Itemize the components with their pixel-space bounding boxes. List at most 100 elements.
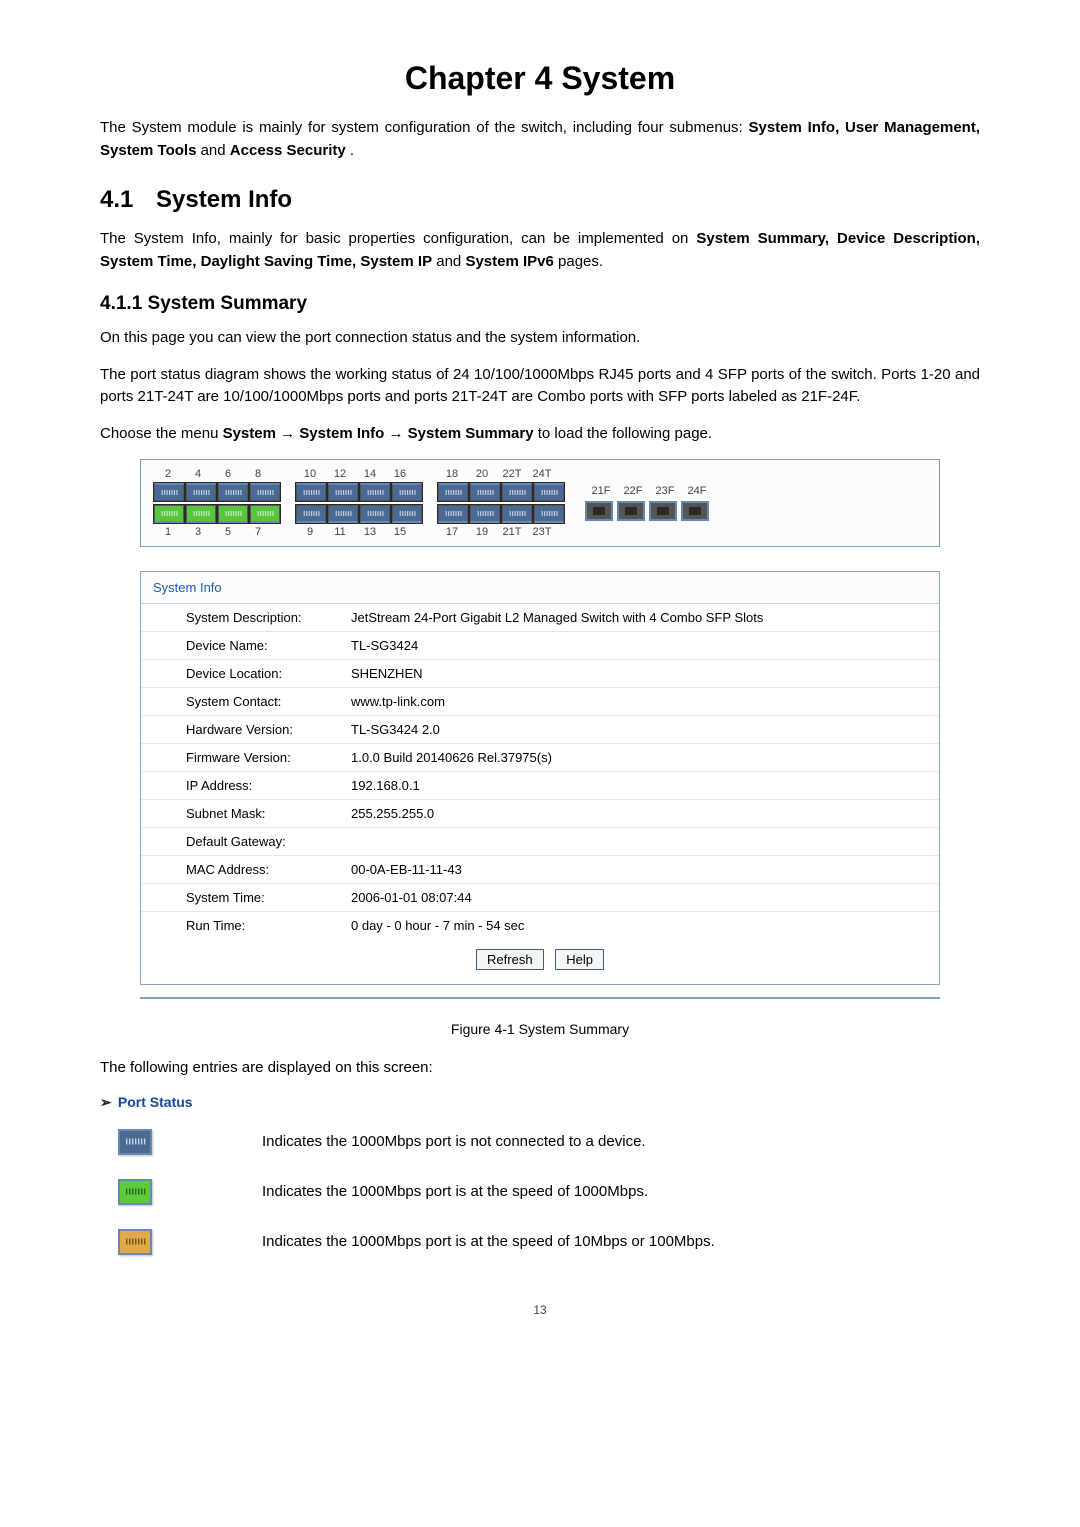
section-4-1-desc: The System Info, mainly for basic proper… [100,228,980,273]
rj45-port-icon[interactable] [328,483,358,501]
rj45-port-icon[interactable] [360,483,390,501]
refresh-button[interactable]: Refresh [476,949,544,970]
rj45-port-icon[interactable] [502,505,532,523]
port-group: 24681357 [153,468,281,538]
rj45-port-icon[interactable] [218,483,248,501]
rj45-port-icon[interactable] [470,505,500,523]
table-row: Device Name:TL-SG3424 [141,632,939,660]
port-label: 20 [467,468,497,480]
rj45-port-icon[interactable] [218,505,248,523]
port-status-blue-icon [118,1129,152,1155]
rj45-port-icon[interactable] [154,483,184,501]
desc-bold2: System IPv6 [465,253,553,270]
port-status-heading: ➢ Port Status [100,1094,980,1111]
port-label: 24T [527,468,557,480]
body-para-2: The port status diagram shows the workin… [100,364,980,409]
page-number: 13 [100,1303,980,1317]
rj45-port-icon[interactable] [328,505,358,523]
sysinfo-value: www.tp-link.com [341,688,939,716]
rj45-port-icon[interactable] [186,505,216,523]
figure-caption: Figure 4-1 System Summary [100,1021,980,1037]
port-labels-top: 182022T24T [437,468,565,480]
intro-bold2: Access Security [230,142,346,159]
rj45-port-icon[interactable] [438,505,468,523]
rj45-port-icon[interactable] [392,505,422,523]
rj45-port-icon[interactable] [392,483,422,501]
body-para-3: Choose the menu System → System Info → S… [100,423,980,446]
port-label: 23T [527,526,557,538]
rj45-port-icon[interactable] [470,483,500,501]
sfp-port-icon[interactable] [649,501,677,521]
rj45-port-icon[interactable] [186,483,216,501]
port-label: 16 [385,468,415,480]
legend-text: Indicates the 1000Mbps port is not conne… [262,1133,646,1150]
sysinfo-label: Default Gateway: [141,828,341,856]
rj45-port-icon[interactable] [534,483,564,501]
rj45-port-icon[interactable] [250,483,280,501]
rj45-port-icon[interactable] [360,505,390,523]
table-row: IP Address:192.168.0.1 [141,772,939,800]
bullet-arrow-icon: ➢ [100,1094,114,1111]
table-row: System Contact:www.tp-link.com [141,688,939,716]
port-label: 9 [295,526,325,538]
sysinfo-label: System Time: [141,884,341,912]
table-row: Device Location:SHENZHEN [141,660,939,688]
rj45-port-icon[interactable] [250,505,280,523]
port-label: 3 [183,526,213,538]
port-label: 15 [385,526,415,538]
sfp-port-icon[interactable] [585,501,613,521]
sysinfo-value [341,828,939,856]
sysinfo-value: 2006-01-01 08:07:44 [341,884,939,912]
port-label: 8 [243,468,273,480]
sysinfo-label: System Contact: [141,688,341,716]
rj45-port-icon[interactable] [534,505,564,523]
intro-text: The System module is mainly for system c… [100,119,748,136]
rj45-port-icon[interactable] [438,483,468,501]
port-status-yellow-icon [118,1229,152,1255]
b3-pre: Choose the menu [100,425,223,442]
sysinfo-label: Firmware Version: [141,744,341,772]
legend-text: Indicates the 1000Mbps port is at the sp… [262,1233,715,1250]
table-row: System Description:JetStream 24-Port Gig… [141,604,939,632]
b3-ar2: → [389,425,404,442]
sysinfo-label: Run Time: [141,912,341,940]
legend-row: Indicates the 1000Mbps port is not conne… [118,1129,980,1155]
sysinfo-value: 0 day - 0 hour - 7 min - 54 sec [341,912,939,940]
port-label: 5 [213,526,243,538]
intro-paragraph: The System module is mainly for system c… [100,117,980,162]
rj45-port-icon[interactable] [502,483,532,501]
help-button[interactable]: Help [555,949,604,970]
system-info-header: System Info [141,572,939,604]
sfp-label: 22F [617,485,649,497]
port-label: 6 [213,468,243,480]
port-label: 17 [437,526,467,538]
port-row [437,482,565,502]
intro-end: . [350,142,354,159]
table-row: Subnet Mask:255.255.255.0 [141,800,939,828]
intro-and: and [201,142,230,159]
port-label: 12 [325,468,355,480]
sfp-label: 23F [649,485,681,497]
sfp-port-icon[interactable] [681,501,709,521]
port-row [153,482,281,502]
rj45-port-icon[interactable] [296,483,326,501]
b3-b1: System [223,425,276,442]
port-label: 19 [467,526,497,538]
port-label: 7 [243,526,273,538]
port-label: 10 [295,468,325,480]
sysinfo-label: IP Address: [141,772,341,800]
sysinfo-label: MAC Address: [141,856,341,884]
port-label: 2 [153,468,183,480]
port-status-label: Port Status [118,1094,193,1110]
desc-and: and [436,253,465,270]
chapter-title: Chapter 4 System [100,60,980,97]
section-4-1-1-heading: 4.1.1 System Summary [100,293,980,315]
port-group: 101214169111315 [295,468,423,538]
port-label: 22T [497,468,527,480]
rj45-port-icon[interactable] [154,505,184,523]
sysinfo-value: 00-0A-EB-11-11-43 [341,856,939,884]
port-label: 11 [325,526,355,538]
port-diagram-panel: 24681357101214169111315182022T24T171921T… [140,459,940,547]
sfp-port-icon[interactable] [617,501,645,521]
rj45-port-icon[interactable] [296,505,326,523]
